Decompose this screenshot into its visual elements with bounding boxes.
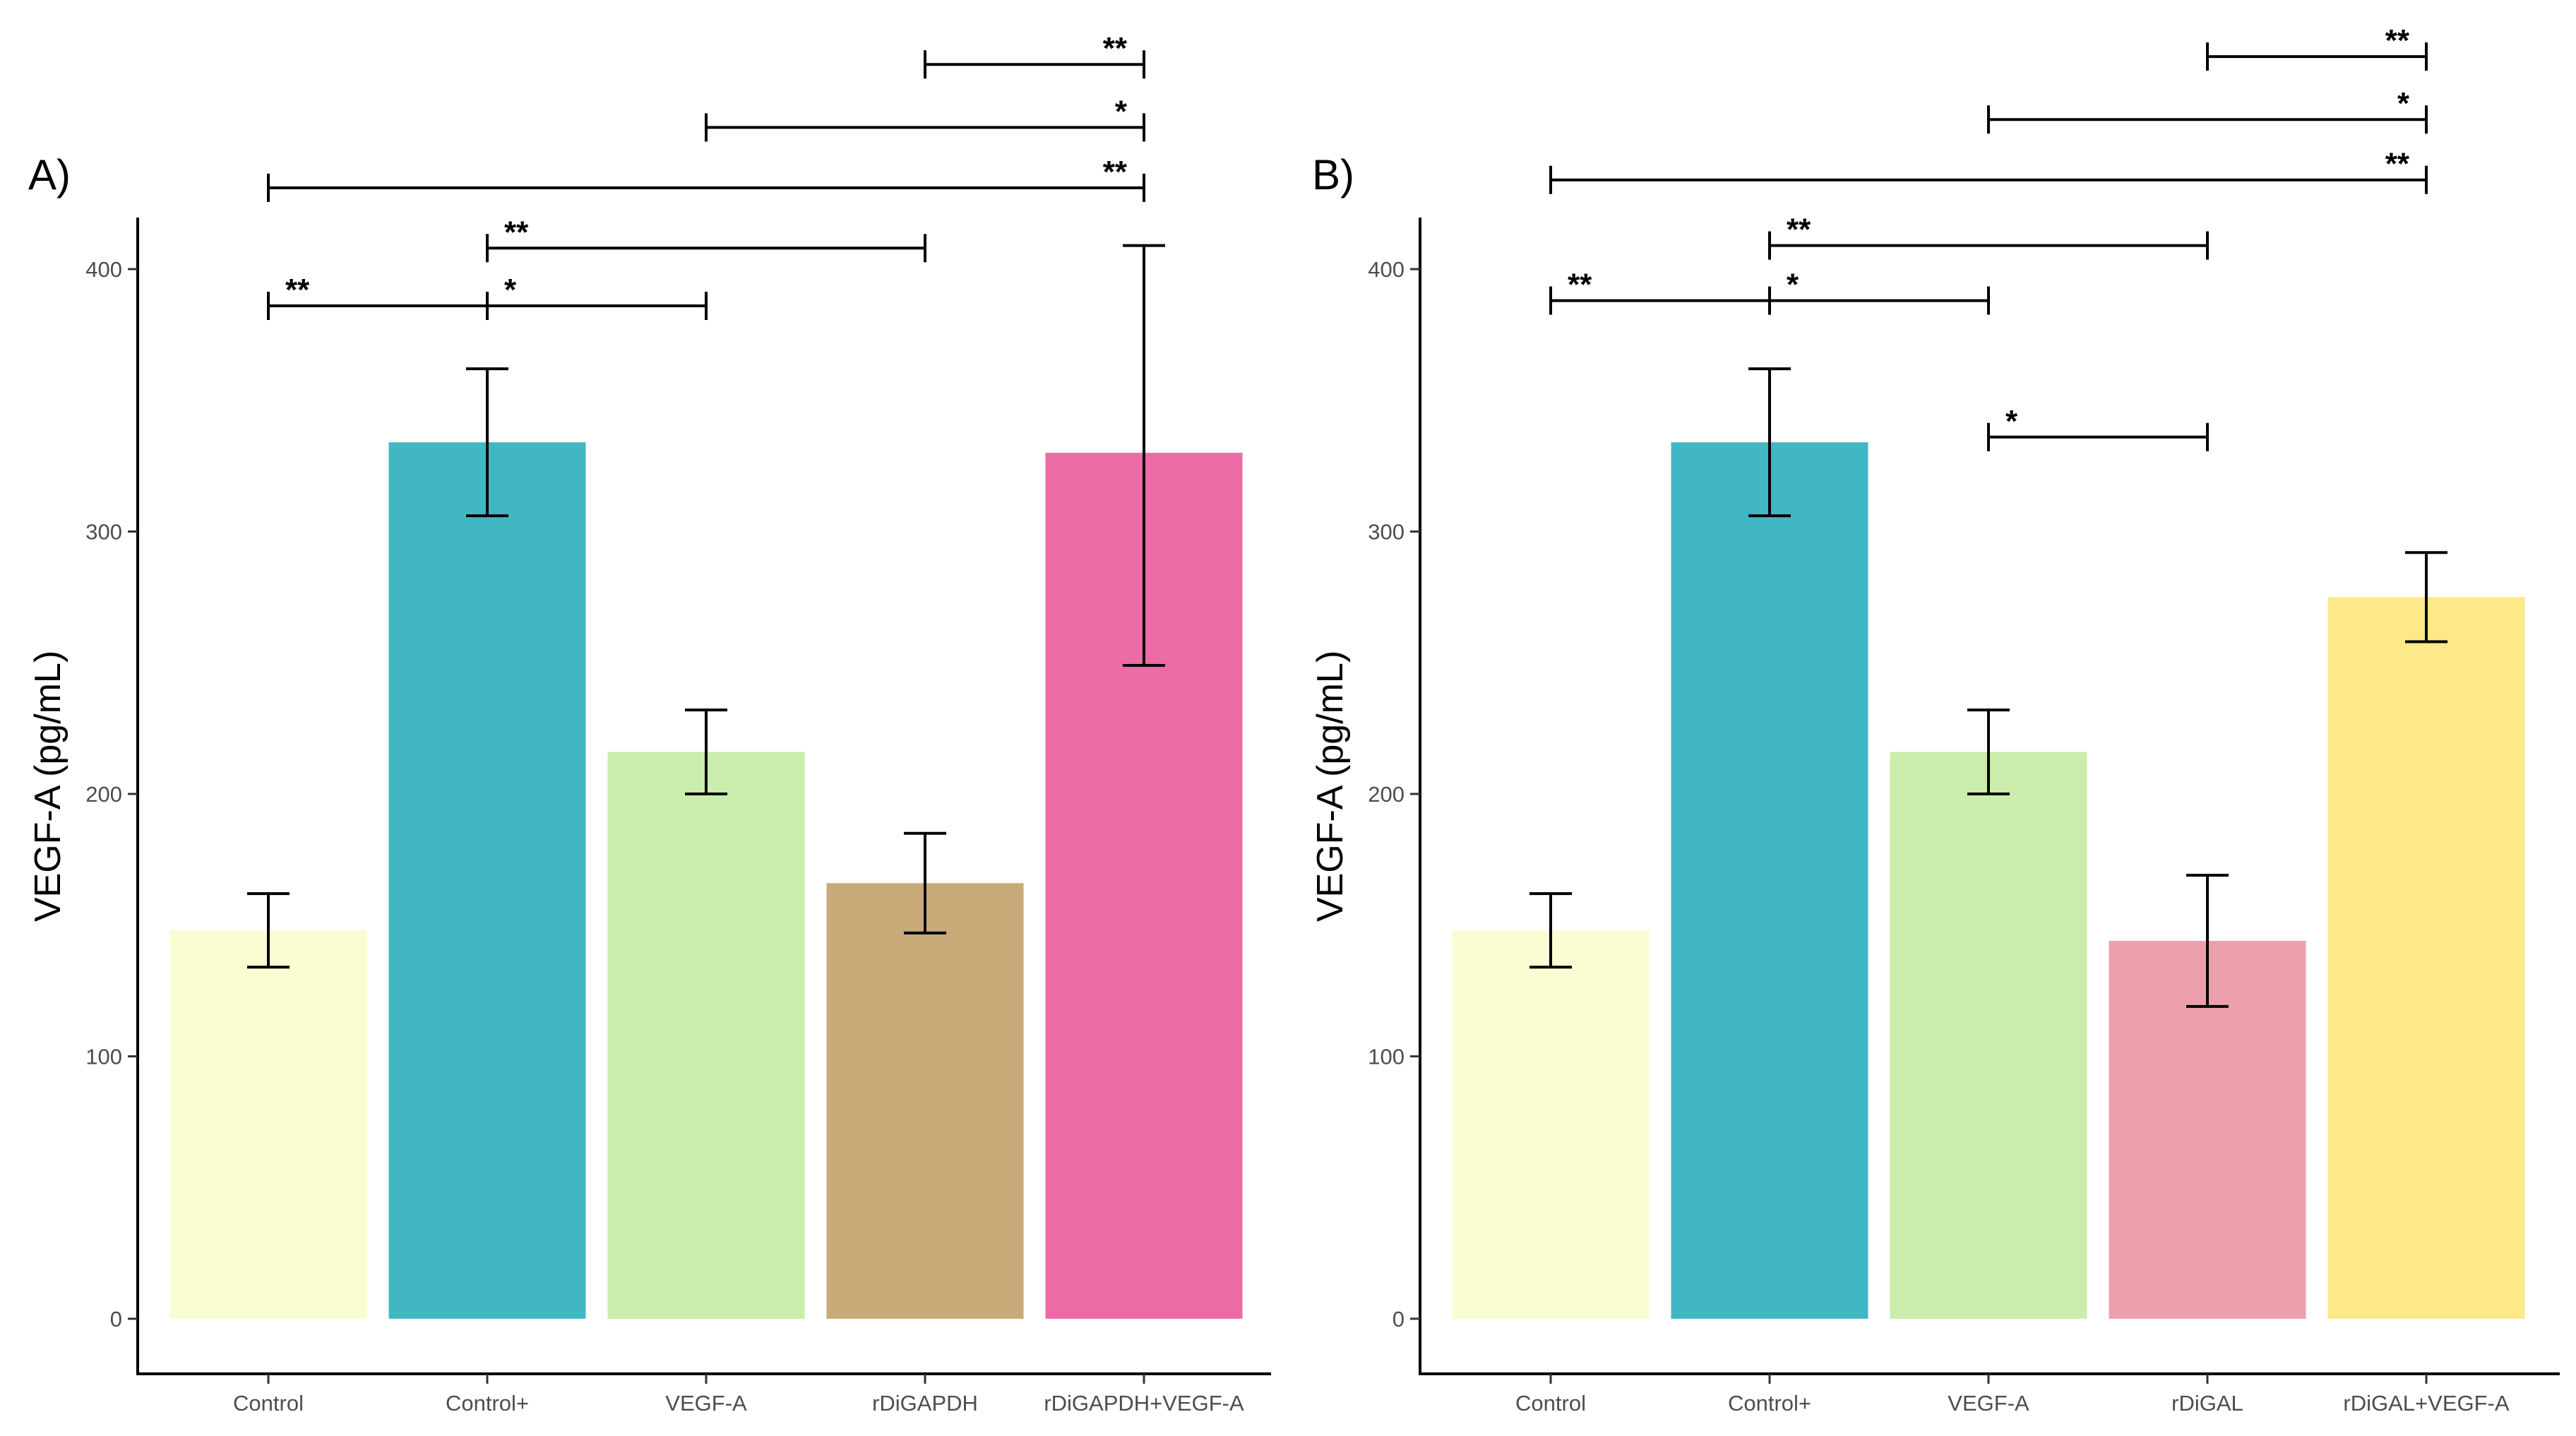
- y-axis-title: VEGF-A (pg/mL): [28, 651, 68, 922]
- x-tick-label: VEGF-A: [665, 1391, 747, 1416]
- y-tick-label: 300: [85, 520, 122, 545]
- bar-vegf-a: [607, 752, 805, 1319]
- x-tick-label: Control+: [446, 1391, 529, 1416]
- significance-label: **: [2385, 23, 2410, 58]
- significance-label: **: [504, 215, 529, 249]
- significance-label: **: [285, 273, 310, 307]
- y-tick-label: 0: [110, 1307, 122, 1331]
- y-tick-label: 100: [1368, 1045, 1405, 1069]
- significance-bracket: *: [1987, 86, 2428, 134]
- error-bar: [1748, 367, 1791, 518]
- x-tick-label: rDiGAL: [2171, 1391, 2243, 1416]
- x-tick-label: rDiGAL+VEGF-A: [2343, 1391, 2509, 1416]
- significance-label: **: [1103, 155, 1128, 189]
- significance-label: **: [1787, 213, 1811, 247]
- bar-control-: [388, 442, 586, 1319]
- y-tick-label: 400: [1368, 257, 1405, 282]
- panel-label: B): [1312, 151, 1354, 198]
- error-bar: [904, 831, 946, 934]
- significance-label: *: [2005, 404, 2018, 439]
- error-bar: [685, 708, 727, 795]
- bar-vegf-a: [1890, 752, 2087, 1319]
- y-tick-label: 200: [1368, 782, 1405, 807]
- x-tick-label: Control: [233, 1391, 304, 1416]
- significance-bracket: **: [486, 215, 926, 263]
- significance-bracket: **: [2206, 23, 2428, 71]
- x-tick-label: VEGF-A: [1948, 1391, 2029, 1416]
- x-tick-label: Control+: [1728, 1391, 1811, 1416]
- y-tick-label: 200: [85, 782, 122, 807]
- significance-label: *: [1787, 268, 1799, 302]
- bar-control: [169, 930, 367, 1319]
- y-tick-label: 100: [85, 1045, 122, 1069]
- significance-bracket: *: [1768, 268, 1990, 315]
- significance-bracket: **: [267, 155, 1145, 202]
- significance-bracket: **: [924, 31, 1145, 79]
- y-tick-label: 400: [85, 257, 122, 282]
- significance-bracket: **: [1768, 213, 2209, 260]
- significance-label: *: [2397, 86, 2410, 121]
- bar-rdigal-vegf-a: [2327, 597, 2525, 1319]
- error-bar: [1967, 708, 2010, 795]
- significance-bracket: **: [267, 273, 489, 321]
- significance-bracket: *: [1987, 404, 2209, 451]
- significance-bracket: **: [1549, 268, 1771, 315]
- significance-bracket: **: [1549, 147, 2428, 194]
- bar-control: [1452, 930, 1650, 1319]
- y-tick-label: 300: [1368, 520, 1405, 545]
- error-bar: [2186, 874, 2229, 1008]
- panel-label: A): [28, 151, 71, 198]
- bar-control-: [1671, 442, 1868, 1319]
- significance-bracket: *: [705, 94, 1145, 142]
- significance-label: **: [1568, 268, 1592, 302]
- significance-label: *: [504, 273, 517, 307]
- x-tick-label: rDiGAPDH+VEGF-A: [1044, 1391, 1244, 1416]
- error-bar: [247, 892, 290, 969]
- panel-a: 0 100 200 300 400 Control Control+ VEGF-A rDiGAP…: [28, 31, 1271, 1416]
- panel-b: 0 100 200 300 400 Control Control+ VEGF-A rDiGAL…: [1310, 23, 2560, 1416]
- significance-label: **: [2385, 147, 2410, 182]
- error-bar: [1123, 244, 1165, 667]
- significance-label: *: [1115, 94, 1128, 129]
- x-tick-label: rDiGAPDH: [872, 1391, 978, 1416]
- x-tick-label: Control: [1515, 1391, 1586, 1416]
- error-bar: [2405, 551, 2447, 643]
- significance-label: **: [1103, 31, 1128, 66]
- error-bar: [466, 367, 508, 518]
- y-tick-label: 0: [1393, 1307, 1405, 1331]
- y-axis-title: VEGF-A (pg/mL): [1310, 651, 1351, 922]
- bar-rdigapdh: [826, 883, 1024, 1319]
- significance-bracket: *: [486, 273, 708, 321]
- error-bar: [1530, 892, 1572, 969]
